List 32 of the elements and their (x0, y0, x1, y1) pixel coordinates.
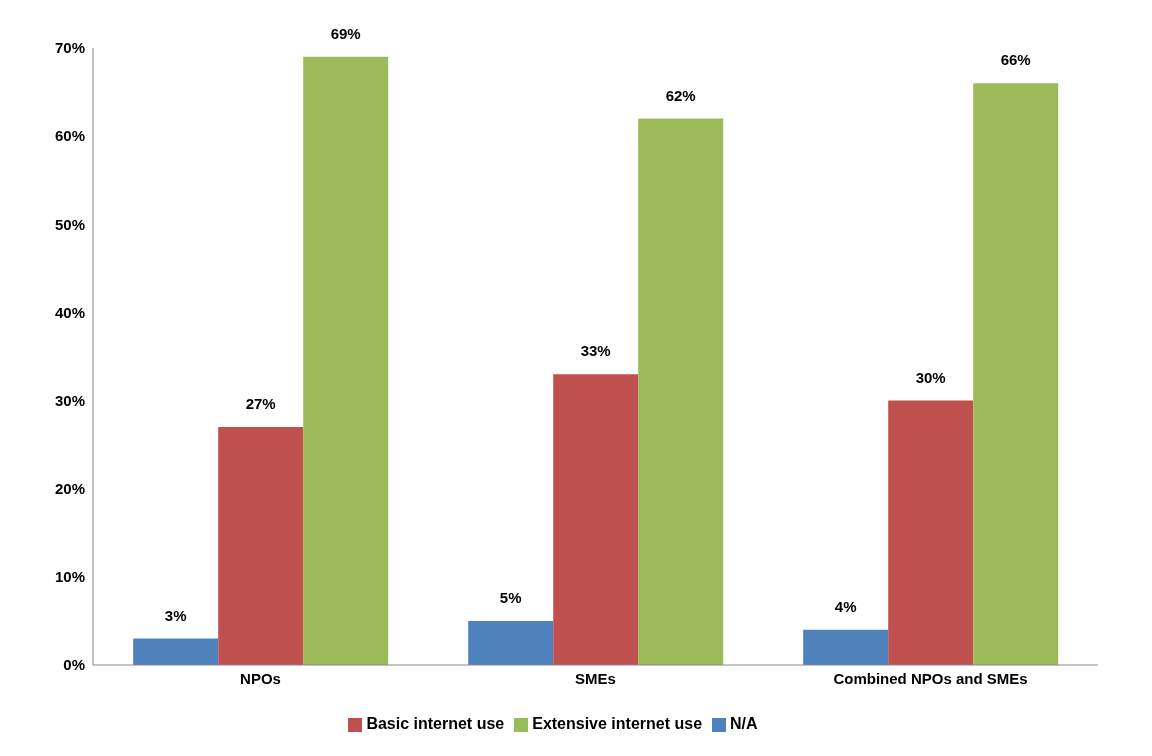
data-label: 33% (580, 342, 611, 360)
bar (303, 56, 389, 665)
bar (973, 83, 1059, 665)
data-label: 3% (164, 606, 187, 624)
bar (553, 374, 639, 665)
data-label: 62% (665, 86, 696, 104)
y-tick-label: 20% (54, 480, 85, 498)
y-tick-label: 0% (63, 656, 85, 674)
bar (888, 400, 974, 665)
x-tick-label: SMEs (575, 669, 616, 687)
data-label: 27% (245, 395, 276, 413)
y-tick-label: 30% (54, 391, 85, 409)
bar (468, 620, 554, 665)
data-label: 5% (499, 588, 522, 606)
y-tick-label: 40% (54, 303, 85, 321)
y-tick-label: 50% (54, 215, 85, 233)
x-tick-label: NPOs (240, 669, 281, 687)
data-label: 66% (1000, 51, 1031, 69)
bar (803, 629, 889, 665)
y-tick-label: 60% (54, 127, 85, 145)
x-tick-label: Combined NPOs and SMEs (833, 669, 1028, 687)
data-label: 4% (834, 597, 857, 615)
data-label: 30% (915, 368, 946, 386)
legend-label: Basic internet use (366, 715, 505, 732)
y-tick-label: 70% (54, 39, 85, 57)
bar (218, 427, 304, 665)
legend-label: N/A (730, 715, 758, 732)
y-tick-label: 10% (54, 568, 85, 586)
bar (638, 118, 724, 665)
data-label: 69% (330, 24, 361, 42)
legend-label: Extensive internet use (532, 715, 703, 732)
bar (133, 638, 219, 665)
